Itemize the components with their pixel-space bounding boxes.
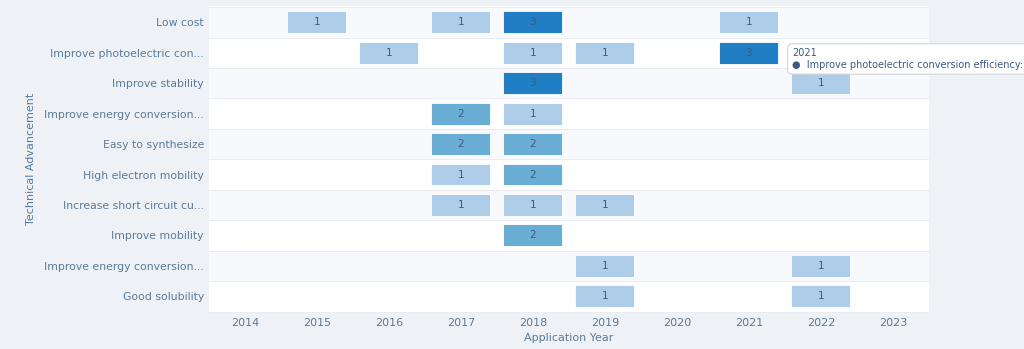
FancyBboxPatch shape [209,190,929,220]
Text: 1: 1 [601,48,608,58]
FancyBboxPatch shape [719,11,778,33]
Text: 1: 1 [817,291,824,301]
Text: 1: 1 [529,48,537,58]
FancyBboxPatch shape [504,103,562,125]
Text: 1: 1 [458,200,464,210]
FancyBboxPatch shape [359,42,419,64]
FancyBboxPatch shape [431,133,490,155]
FancyBboxPatch shape [431,103,490,125]
Text: 2: 2 [529,170,537,179]
Text: 2: 2 [529,139,537,149]
Text: 1: 1 [601,200,608,210]
Text: 2: 2 [529,230,537,240]
Text: 1: 1 [817,261,824,271]
Text: 1: 1 [529,109,537,119]
FancyBboxPatch shape [209,251,929,281]
Text: 3: 3 [745,48,753,58]
Text: 1: 1 [386,48,392,58]
FancyBboxPatch shape [504,72,562,94]
FancyBboxPatch shape [792,72,850,94]
Text: 1: 1 [458,170,464,179]
FancyBboxPatch shape [209,98,929,129]
FancyBboxPatch shape [504,133,562,155]
FancyBboxPatch shape [209,129,929,159]
FancyBboxPatch shape [431,11,490,33]
Text: 2021
●  Improve photoelectric conversion efficiency: 3: 2021 ● Improve photoelectric conversion … [792,48,1024,70]
Text: 1: 1 [529,200,537,210]
FancyBboxPatch shape [209,7,929,38]
FancyBboxPatch shape [504,164,562,185]
Text: 3: 3 [529,78,537,88]
X-axis label: Application Year: Application Year [524,333,613,343]
FancyBboxPatch shape [209,281,929,312]
Text: 1: 1 [817,78,824,88]
FancyBboxPatch shape [209,38,929,68]
FancyBboxPatch shape [575,255,635,277]
FancyBboxPatch shape [504,224,562,246]
FancyBboxPatch shape [504,42,562,64]
Text: 2: 2 [458,109,464,119]
FancyBboxPatch shape [575,42,635,64]
FancyBboxPatch shape [504,11,562,33]
Text: 3: 3 [529,17,537,27]
Text: 1: 1 [313,17,321,27]
FancyBboxPatch shape [209,68,929,98]
Text: 1: 1 [458,17,464,27]
Text: 1: 1 [745,17,753,27]
FancyBboxPatch shape [288,11,346,33]
Text: 1: 1 [601,261,608,271]
FancyBboxPatch shape [575,285,635,307]
FancyBboxPatch shape [431,194,490,216]
Y-axis label: Technical Advancement: Technical Advancement [26,93,36,225]
FancyBboxPatch shape [504,194,562,216]
Text: 2: 2 [458,139,464,149]
FancyBboxPatch shape [719,42,778,64]
Text: 1: 1 [601,291,608,301]
FancyBboxPatch shape [209,159,929,190]
FancyBboxPatch shape [792,255,850,277]
FancyBboxPatch shape [431,164,490,185]
FancyBboxPatch shape [575,194,635,216]
FancyBboxPatch shape [209,220,929,251]
FancyBboxPatch shape [792,285,850,307]
